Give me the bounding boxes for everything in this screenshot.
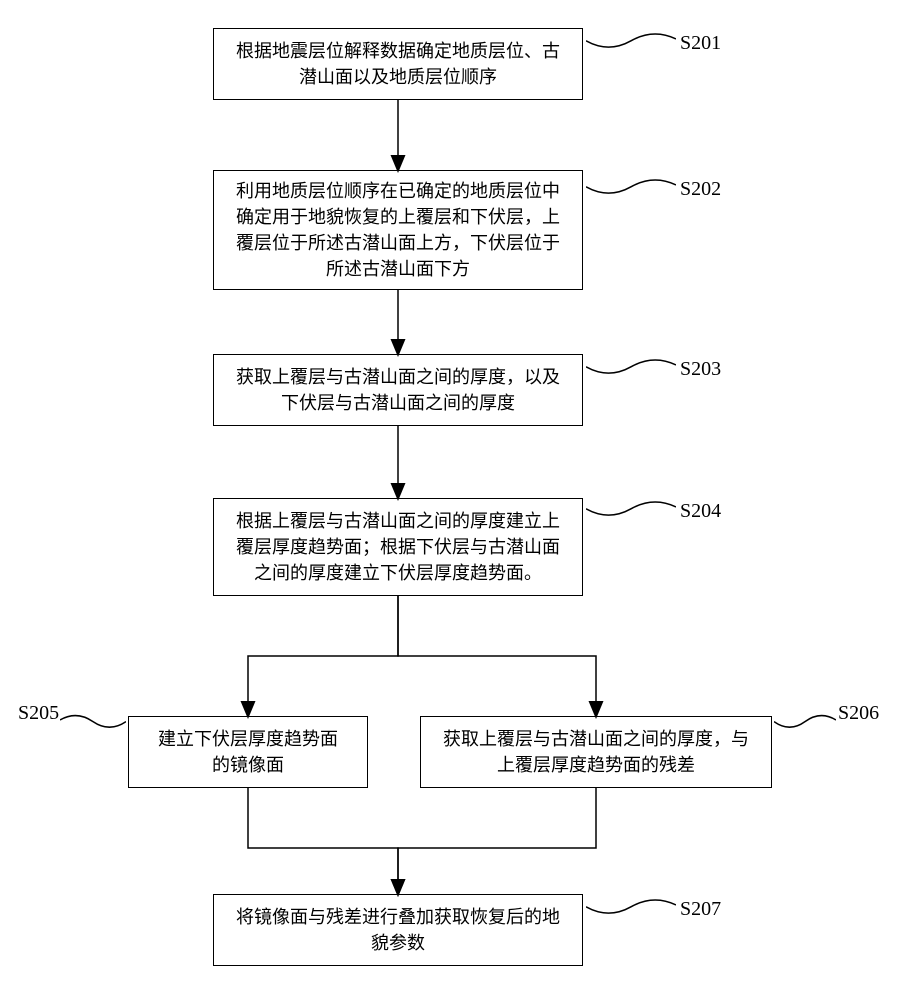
step-label-s202: S202 <box>680 178 721 201</box>
step-label-s204: S204 <box>680 500 721 523</box>
flow-text: 根据上覆层与古潜山面之间的厚度建立上覆层厚度趋势面；根据下伏层与古潜山面之间的厚… <box>228 508 568 586</box>
step-label-s201: S201 <box>680 32 721 55</box>
step-label-s203: S203 <box>680 358 721 381</box>
step-label-s207: S207 <box>680 898 721 921</box>
flow-text: 根据地震层位解释数据确定地质层位、古潜山面以及地质层位顺序 <box>228 38 568 90</box>
flow-text: 获取上覆层与古潜山面之间的厚度，与上覆层厚度趋势面的残差 <box>435 726 757 778</box>
flow-box-s202: 利用地质层位顺序在已确定的地质层位中确定用于地貌恢复的上覆层和下伏层，上覆层位于… <box>213 170 583 290</box>
flow-text: 利用地质层位顺序在已确定的地质层位中确定用于地貌恢复的上覆层和下伏层，上覆层位于… <box>228 178 568 282</box>
flow-box-s205: 建立下伏层厚度趋势面的镜像面 <box>128 716 368 788</box>
flow-box-s206: 获取上覆层与古潜山面之间的厚度，与上覆层厚度趋势面的残差 <box>420 716 772 788</box>
flow-text: 将镜像面与残差进行叠加获取恢复后的地貌参数 <box>228 904 568 956</box>
flow-box-s201: 根据地震层位解释数据确定地质层位、古潜山面以及地质层位顺序 <box>213 28 583 100</box>
flow-text: 建立下伏层厚度趋势面的镜像面 <box>151 726 345 778</box>
step-label-s205: S205 <box>18 702 59 725</box>
flow-box-s207: 将镜像面与残差进行叠加获取恢复后的地貌参数 <box>213 894 583 966</box>
flow-box-s204: 根据上覆层与古潜山面之间的厚度建立上覆层厚度趋势面；根据下伏层与古潜山面之间的厚… <box>213 498 583 596</box>
step-label-s206: S206 <box>838 702 879 725</box>
flow-box-s203: 获取上覆层与古潜山面之间的厚度，以及下伏层与古潜山面之间的厚度 <box>213 354 583 426</box>
flow-text: 获取上覆层与古潜山面之间的厚度，以及下伏层与古潜山面之间的厚度 <box>228 364 568 416</box>
